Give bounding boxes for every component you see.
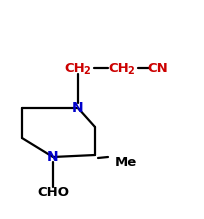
Text: N: N [72, 101, 83, 115]
Text: Me: Me [114, 155, 136, 168]
Text: 2: 2 [83, 66, 90, 76]
Text: CN: CN [147, 62, 167, 74]
Text: CH: CH [64, 62, 85, 74]
Text: CH: CH [108, 62, 129, 74]
Text: 2: 2 [127, 66, 134, 76]
Text: CHO: CHO [37, 187, 69, 200]
Text: N: N [47, 150, 59, 164]
